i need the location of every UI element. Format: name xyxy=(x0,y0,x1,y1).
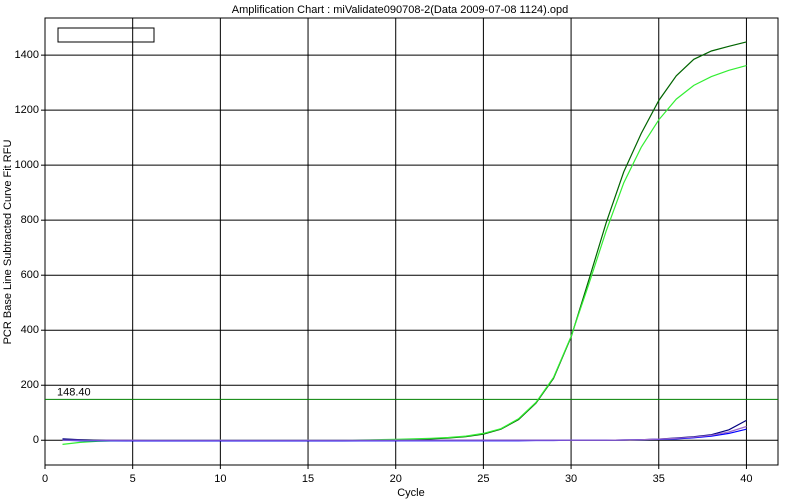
chart-title: Amplification Chart : miValidate090708-2… xyxy=(232,4,569,16)
x-tick-label: 25 xyxy=(477,473,489,485)
x-tick-label: 35 xyxy=(653,473,665,485)
x-tick-label: 20 xyxy=(390,473,402,485)
x-tick-label: 10 xyxy=(214,473,226,485)
x-tick-label: 40 xyxy=(740,473,752,485)
y-tick-label: 800 xyxy=(21,214,39,226)
x-tick-label: 5 xyxy=(130,473,136,485)
x-tick-label: 30 xyxy=(565,473,577,485)
y-tick-label: 0 xyxy=(33,434,39,446)
series-line xyxy=(62,425,747,441)
y-tick-label: 1000 xyxy=(15,159,39,171)
y-axis-label: PCR Base Line Subtracted Curve Fit RFU xyxy=(2,140,14,345)
y-tick-label: 400 xyxy=(21,324,39,336)
x-tick-label: 0 xyxy=(42,473,48,485)
x-tick-label: 15 xyxy=(302,473,314,485)
x-axis-label: Cycle xyxy=(397,487,425,499)
y-tick-label: 600 xyxy=(21,269,39,281)
y-tick-label: 200 xyxy=(21,379,39,391)
plot-frame xyxy=(44,17,779,466)
legend-box xyxy=(57,27,155,43)
y-tick-label: 1400 xyxy=(15,49,39,61)
threshold-label: 148.40 xyxy=(57,386,91,398)
y-tick-label: 1200 xyxy=(15,104,39,116)
